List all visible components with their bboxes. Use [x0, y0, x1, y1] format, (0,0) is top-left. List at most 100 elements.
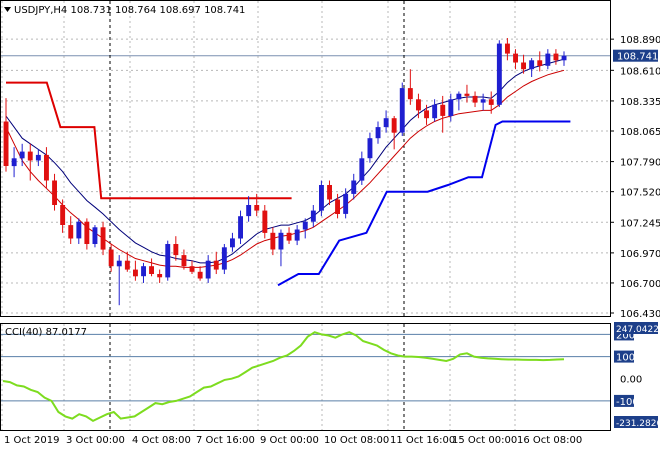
- price-tick-label: 108.335: [620, 97, 660, 108]
- candle-body: [513, 53, 518, 63]
- candle-body: [327, 185, 332, 200]
- candle-body: [92, 227, 98, 244]
- candle-body: [197, 271, 203, 279]
- candle-body: [359, 158, 365, 181]
- candle-body: [270, 232, 276, 250]
- candle-body: [561, 55, 567, 61]
- price-tick-label: 108.890: [620, 35, 660, 46]
- candle-body: [116, 260, 122, 267]
- cci-level-tag-text: 100: [616, 353, 635, 364]
- candle-body: [165, 244, 171, 278]
- candle-body: [464, 93, 470, 96]
- time-tick-label: 9 Oct 00:00: [260, 435, 319, 446]
- stop-line-blue: [277, 120, 571, 287]
- candle-body: [238, 216, 243, 239]
- price-tick-label: 108.610: [620, 66, 660, 77]
- candle-body: [254, 205, 260, 211]
- stop-line-red: [6, 81, 292, 200]
- candle-body: [213, 260, 219, 270]
- candle-body: [343, 193, 349, 214]
- candle-body: [294, 229, 300, 241]
- grid: [1, 1, 610, 430]
- current-price-tag-text: 108.741: [617, 52, 658, 63]
- candle-body: [173, 244, 179, 256]
- time-tick-label: 7 Oct 16:00: [196, 435, 255, 446]
- candle-body: [553, 53, 559, 61]
- cci-label: CCI(40) 87.0177: [5, 327, 87, 338]
- candle-body: [351, 180, 357, 194]
- candle-body: [383, 118, 389, 128]
- time-tick-label: 11 Oct 16:00: [390, 435, 455, 446]
- stop-lines: [6, 81, 571, 287]
- candle-body: [230, 238, 235, 248]
- price-tick-label: 107.520: [620, 188, 660, 199]
- cci-level-tag-text: -100: [616, 397, 639, 408]
- cci-min-tag-text: -231.2826: [616, 419, 660, 429]
- candle-body: [141, 266, 146, 277]
- candle-body: [27, 151, 33, 161]
- cci-line: [2, 331, 565, 423]
- candle-body: [375, 127, 381, 139]
- candle-body: [278, 232, 284, 250]
- period-separators: [109, 1, 405, 430]
- candle-body: [3, 121, 9, 166]
- candle-body: [432, 104, 438, 119]
- candle-body: [246, 205, 252, 217]
- candle-body: [456, 93, 462, 100]
- candle-body: [157, 274, 163, 278]
- candle-body: [424, 110, 429, 119]
- candle-body: [545, 53, 551, 66]
- cci-level-tag: [614, 394, 634, 407]
- candle-body: [440, 104, 446, 116]
- candle-body: [310, 210, 316, 222]
- time-tick-label: 16 Oct 08:00: [517, 435, 582, 446]
- candle-body: [100, 227, 106, 250]
- candle-body: [472, 95, 478, 103]
- price-tick-label: 106.700: [620, 279, 660, 290]
- candle-body: [44, 154, 49, 181]
- candle-body: [35, 154, 41, 161]
- candle-body: [124, 260, 130, 270]
- price-tick-label: 107.245: [620, 218, 660, 229]
- candle-body: [262, 210, 268, 233]
- candle-body: [529, 60, 535, 70]
- ma-fast-line: [5, 58, 565, 264]
- ma-slow-line: [5, 69, 565, 268]
- cci-tick-label: 0.00: [620, 375, 642, 386]
- candle-body: [391, 118, 397, 133]
- time-axis[interactable]: 1 Oct 2019 3 Oct 00:00 4 Oct 08:00 7 Oct 16…: [4, 435, 582, 446]
- triangle-down-icon[interactable]: [4, 7, 11, 12]
- time-tick-label: 3 Oct 00:00: [66, 435, 125, 446]
- candle-body: [319, 185, 324, 211]
- cci-level-tag: [614, 350, 634, 363]
- candle-body: [60, 205, 66, 225]
- candle-body: [221, 247, 227, 270]
- time-tick-label: 10 Oct 08:00: [324, 435, 389, 446]
- candle-body: [416, 99, 421, 111]
- candle-body: [149, 266, 154, 274]
- price-pane-frame: [0, 0, 611, 317]
- time-tick-label: 1 Oct 2019: [4, 435, 59, 446]
- candle-body: [480, 99, 486, 103]
- time-tick-label: 4 Oct 08:00: [132, 435, 191, 446]
- price-tick-label: 108.065: [620, 127, 660, 138]
- candle-body: [133, 269, 138, 277]
- cci-max-tag: [614, 322, 658, 334]
- candle-body: [302, 221, 308, 230]
- time-tick-label: 15 Oct 00:00: [452, 435, 517, 446]
- price-axis[interactable]: 108.890 108.610 108.335 108.065 107.790 107.5…: [610, 35, 660, 408]
- candle-body: [68, 225, 74, 239]
- candles: [3, 38, 567, 306]
- candle-body: [19, 151, 25, 159]
- candle-body: [448, 99, 454, 116]
- candle-body: [181, 255, 187, 267]
- candle-body: [84, 221, 90, 244]
- cci-max-tag-text: 247.0422: [616, 325, 659, 335]
- price-tick-label: 107.790: [620, 158, 660, 169]
- candle-body: [496, 43, 502, 105]
- cci-level-tag-text: 200: [616, 330, 635, 341]
- price-tick-label: 106.970: [620, 249, 660, 260]
- candle-body: [189, 266, 195, 272]
